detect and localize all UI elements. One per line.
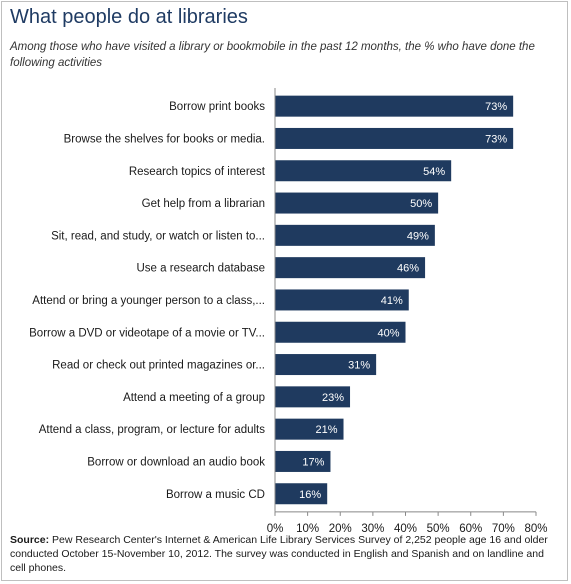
x-tick-label: 50% <box>427 523 450 532</box>
category-label: Attend a meeting of a group <box>123 392 265 404</box>
source-label: Source: <box>10 534 50 546</box>
chart-title: What people do at libraries <box>10 6 248 28</box>
bar <box>275 354 377 376</box>
category-label: Browse the shelves for books or media. <box>64 133 265 145</box>
category-label: Borrow a music CD <box>166 489 265 501</box>
data-label: 31% <box>348 360 370 372</box>
category-label: Attend a class, program, or lecture for … <box>39 424 266 436</box>
category-label: Borrow a DVD or videotape of a movie or … <box>29 327 265 339</box>
x-tick-label: 20% <box>329 523 352 532</box>
bar <box>275 386 351 408</box>
bar <box>275 127 514 149</box>
x-tick-label: 60% <box>459 523 482 532</box>
source-note: Source: Pew Research Center's Internet &… <box>10 533 562 575</box>
data-label: 49% <box>407 230 429 242</box>
category-label: Attend or bring a younger person to a cl… <box>32 295 265 307</box>
category-label: Get help from a librarian <box>142 198 265 210</box>
data-label: 50% <box>410 198 432 210</box>
bar <box>275 289 409 311</box>
bar <box>275 95 514 117</box>
source-text: Pew Research Center's Internet & America… <box>10 534 548 574</box>
bar-chart: Borrow print books 73% Browse the shelves … <box>29 88 548 532</box>
bar <box>275 257 426 279</box>
x-tick-label: 80% <box>524 523 547 532</box>
bar <box>275 160 452 182</box>
category-label: Read or check out printed magazines or..… <box>52 360 265 372</box>
bar <box>275 483 328 505</box>
bar <box>275 192 439 214</box>
data-label: 40% <box>377 327 399 339</box>
data-label: 17% <box>302 456 324 468</box>
data-label: 73% <box>485 133 507 145</box>
chart-subtitle: Among those who have visited a library o… <box>10 41 535 69</box>
data-label: 46% <box>397 263 419 275</box>
data-label: 73% <box>485 101 507 113</box>
x-tick-label: 70% <box>492 523 515 532</box>
category-label: Borrow or download an audio book <box>87 456 265 468</box>
data-label: 41% <box>381 295 403 307</box>
bar <box>275 224 435 246</box>
bar <box>275 321 406 343</box>
x-tick-label: 0% <box>267 523 284 532</box>
x-tick-label: 30% <box>361 523 384 532</box>
data-label: 16% <box>299 489 321 501</box>
data-label: 23% <box>322 392 344 404</box>
x-tick-label: 10% <box>296 523 319 532</box>
data-label: 21% <box>315 424 337 436</box>
bar <box>275 450 331 472</box>
x-tick-label: 40% <box>394 523 417 532</box>
bar <box>275 418 344 440</box>
category-label: Sit, read, and study, or watch or listen… <box>51 230 265 242</box>
category-label: Borrow print books <box>169 101 265 113</box>
category-label: Use a research database <box>137 263 266 275</box>
category-label: Research topics of interest <box>129 166 266 178</box>
data-label: 54% <box>423 166 445 178</box>
